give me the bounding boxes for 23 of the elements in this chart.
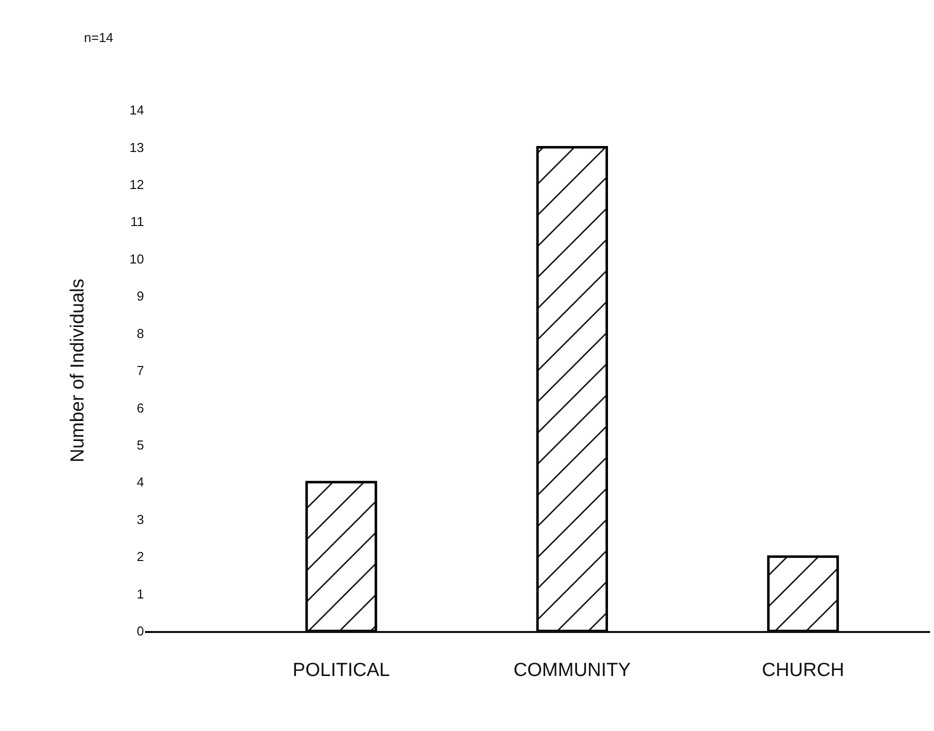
bar xyxy=(536,146,608,631)
y-tick-label: 12 xyxy=(130,176,144,192)
y-tick-label: 0 xyxy=(136,624,144,639)
y-tick-label: 7 xyxy=(136,363,144,378)
x-tick-label: CHURCH xyxy=(762,660,844,681)
y-axis-title: Number of Individuals xyxy=(67,278,88,462)
y-tick-label: 10 xyxy=(130,251,144,266)
y-tick-label: 1 xyxy=(136,586,144,602)
y-tick-label: 8 xyxy=(136,326,144,341)
y-tick-label: 3 xyxy=(136,512,144,527)
x-tick-label: POLITICAL xyxy=(292,660,390,681)
x-tick-label: COMMUNITY xyxy=(514,660,632,681)
text: n=14 xyxy=(84,30,114,45)
bar xyxy=(767,555,839,631)
y-tick-label: 14 xyxy=(130,102,144,118)
bar xyxy=(305,480,378,631)
y-tick-label: 4 xyxy=(136,474,144,490)
y-tick-label: 5 xyxy=(136,437,144,452)
y-tick-label: 11 xyxy=(130,214,144,230)
y-tick-label: 2 xyxy=(136,549,144,564)
y-tick-label: 9 xyxy=(136,288,144,304)
y-tick-label: 6 xyxy=(136,400,144,416)
y-tick-label: 13 xyxy=(130,140,144,155)
